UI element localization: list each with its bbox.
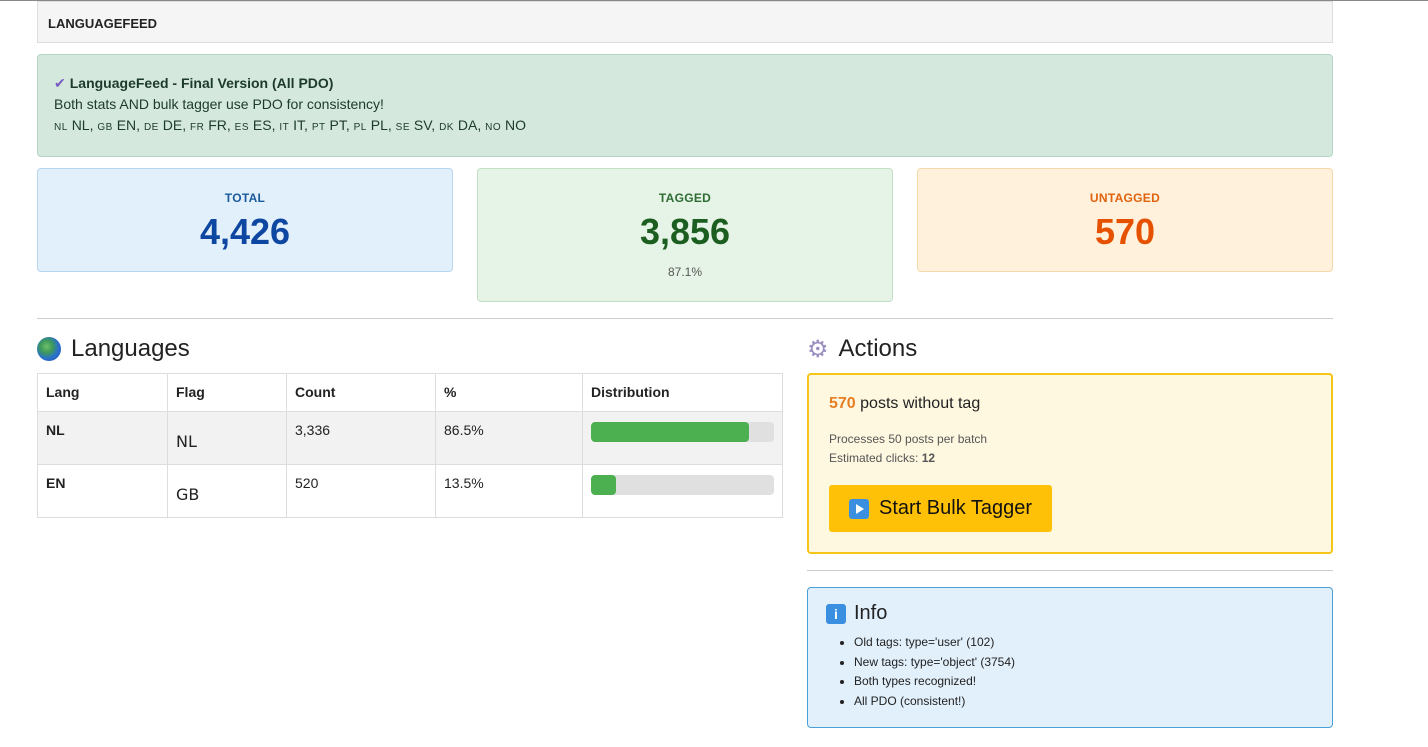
lang-cell: NL: [37, 411, 168, 465]
section-title: Actions: [838, 335, 918, 362]
language-label: NL: [71, 117, 90, 133]
language-label: ES: [252, 117, 272, 133]
languages-section: Languages Lang Flag Count % Distribution…: [37, 335, 783, 728]
stat-value: 570: [1094, 211, 1156, 252]
distribution-bar: [591, 422, 774, 442]
language-label: PL: [370, 117, 388, 133]
flag-code: no: [485, 122, 502, 133]
distribution-fill: [591, 422, 750, 442]
flag-cell: NL: [167, 411, 287, 465]
notice-title: LanguageFeed - Final Version (All PDO): [69, 75, 334, 91]
flag-code: dk: [439, 122, 454, 133]
notice-line: Both stats AND bulk tagger use PDO for c…: [54, 96, 384, 112]
languages-table: Lang Flag Count % Distribution NL NL 3,3…: [37, 373, 783, 518]
divider: [37, 318, 1333, 319]
stat-untagged: UNTAGGED 570: [917, 168, 1333, 272]
stat-label: TOTAL: [224, 191, 266, 205]
distribution-cell: [582, 411, 783, 465]
flag-code: pt: [311, 122, 326, 133]
info-icon: i: [826, 603, 846, 624]
flag-code: it: [279, 122, 290, 133]
language-label: FR: [208, 117, 227, 133]
success-notice: ✔ LanguageFeed - Final Version (All PDO) …: [37, 54, 1333, 157]
count-cell: 520: [286, 464, 436, 518]
page: LANGUAGEFEED ✔ LanguageFeed - Final Versi…: [37, 1, 1333, 728]
distribution-bar: [591, 475, 774, 495]
stat-tagged: TAGGED 3,856 87.1%: [477, 168, 893, 302]
flag-code: gb: [97, 122, 113, 133]
col-header: Flag: [167, 373, 287, 412]
flag-code: nl: [54, 122, 68, 133]
col-header: Lang: [37, 373, 168, 412]
col-header: %: [435, 373, 583, 412]
actions-panel: 570 posts without tag Processes 50 posts…: [807, 373, 1333, 554]
info-title: Info: [854, 602, 888, 624]
untagged-count: 570: [829, 395, 856, 412]
stat-label: UNTAGGED: [1089, 191, 1161, 205]
gear-icon: ⚙: [807, 335, 829, 363]
flag-cell: GB: [167, 464, 287, 518]
language-label: DA: [457, 117, 478, 133]
batch-text: Processes 50 posts per batch: [829, 432, 988, 446]
col-header: Count: [286, 373, 436, 412]
count-cell: 3,336: [286, 411, 436, 465]
stat-total: TOTAL 4,426: [37, 168, 453, 272]
flag-code: se: [395, 122, 410, 133]
start-bulk-tagger-button[interactable]: Start Bulk Tagger: [829, 485, 1053, 532]
stat-label: TAGGED: [658, 191, 712, 205]
language-label: PT: [329, 117, 346, 133]
clicks-label: Estimated clicks:: [829, 451, 919, 465]
lang-code: NL: [46, 422, 65, 438]
stat-value: 3,856: [639, 211, 731, 252]
language-label: SV: [413, 117, 432, 133]
lang-cell: EN: [37, 464, 168, 518]
info-item: New tags: type='object' (3754): [854, 653, 1314, 673]
percent-cell: 13.5%: [435, 464, 583, 518]
page-header: LANGUAGEFEED: [37, 1, 1333, 43]
clicks-value: 12: [921, 451, 936, 465]
info-panel: i Info Old tags: type='user' (102) New ta…: [807, 587, 1333, 728]
flag-code: fr: [189, 122, 205, 133]
percent-cell: 86.5%: [435, 411, 583, 465]
globe-icon: [37, 337, 61, 361]
stat-value: 4,426: [199, 211, 291, 252]
language-label: IT: [293, 117, 305, 133]
info-item: All PDO (consistent!): [854, 692, 1314, 712]
section-title: Languages: [71, 335, 190, 362]
check-icon: ✔: [54, 75, 66, 91]
table-row: EN GB 520 13.5%: [37, 464, 783, 518]
untagged-text: posts without tag: [860, 395, 981, 412]
distribution-cell: [582, 464, 783, 518]
divider: [807, 570, 1333, 571]
language-label: DE: [162, 117, 183, 133]
col-header: Distribution: [582, 373, 783, 412]
play-icon: [849, 498, 869, 519]
table-row: NL NL 3,336 86.5%: [37, 411, 783, 465]
flag-code: es: [234, 122, 250, 133]
flag-code: pl: [353, 122, 367, 133]
language-list: nl NL, gb EN, de DE, fr FR, es ES, it IT…: [54, 117, 526, 133]
lang-code: EN: [46, 475, 66, 491]
language-label: NO: [504, 117, 526, 133]
distribution-fill: [591, 475, 616, 495]
flag-code: de: [143, 122, 159, 133]
stat-percent: 87.1%: [667, 265, 703, 279]
button-label: Start Bulk Tagger: [879, 497, 1033, 519]
info-item: Old tags: type='user' (102): [854, 633, 1314, 653]
language-label: EN: [116, 117, 137, 133]
info-item: Both types recognized!: [854, 672, 1314, 692]
